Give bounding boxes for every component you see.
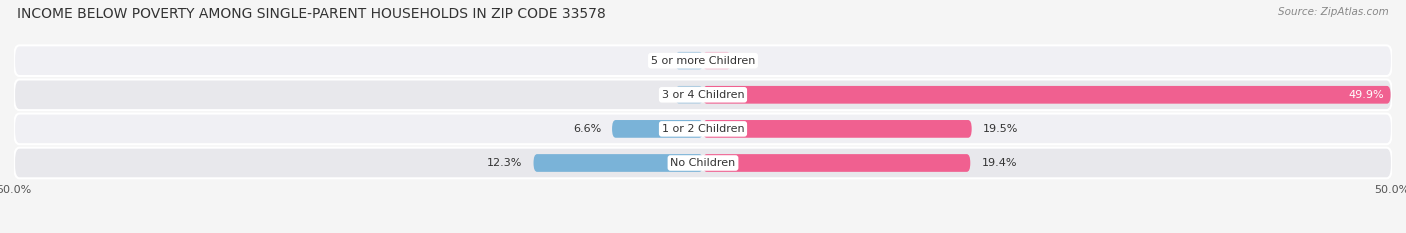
Text: INCOME BELOW POVERTY AMONG SINGLE-PARENT HOUSEHOLDS IN ZIP CODE 33578: INCOME BELOW POVERTY AMONG SINGLE-PARENT… <box>17 7 606 21</box>
Text: 3 or 4 Children: 3 or 4 Children <box>662 90 744 100</box>
FancyBboxPatch shape <box>675 86 703 104</box>
Text: 0.0%: 0.0% <box>664 90 692 100</box>
FancyBboxPatch shape <box>703 86 1391 104</box>
FancyBboxPatch shape <box>703 120 972 138</box>
Text: 19.5%: 19.5% <box>983 124 1018 134</box>
Text: 49.9%: 49.9% <box>1348 90 1384 100</box>
FancyBboxPatch shape <box>14 148 1392 178</box>
Text: Source: ZipAtlas.com: Source: ZipAtlas.com <box>1278 7 1389 17</box>
FancyBboxPatch shape <box>703 52 731 70</box>
FancyBboxPatch shape <box>703 154 970 172</box>
FancyBboxPatch shape <box>675 52 703 70</box>
FancyBboxPatch shape <box>14 79 1392 110</box>
Text: 12.3%: 12.3% <box>486 158 523 168</box>
Text: 0.0%: 0.0% <box>664 56 692 66</box>
FancyBboxPatch shape <box>14 45 1392 76</box>
Text: 0.0%: 0.0% <box>714 56 742 66</box>
FancyBboxPatch shape <box>533 154 703 172</box>
Text: 19.4%: 19.4% <box>981 158 1017 168</box>
FancyBboxPatch shape <box>14 113 1392 144</box>
Text: 5 or more Children: 5 or more Children <box>651 56 755 66</box>
Text: 1 or 2 Children: 1 or 2 Children <box>662 124 744 134</box>
Text: 6.6%: 6.6% <box>572 124 600 134</box>
FancyBboxPatch shape <box>612 120 703 138</box>
Text: No Children: No Children <box>671 158 735 168</box>
